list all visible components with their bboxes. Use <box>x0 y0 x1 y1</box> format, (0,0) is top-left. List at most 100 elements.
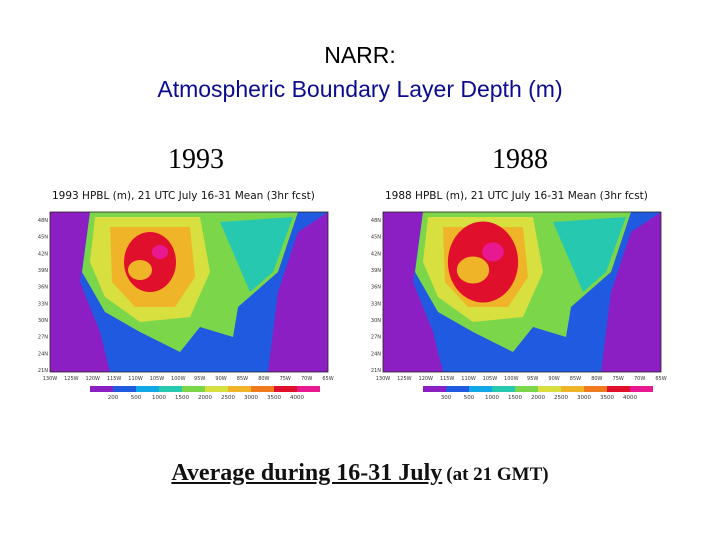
lon-label: 70W <box>634 376 645 382</box>
legend-swatch <box>251 386 274 392</box>
lat-label: 39N <box>38 268 48 274</box>
lon-label: 85W <box>570 376 581 382</box>
legend-swatch <box>159 386 182 392</box>
atlantic-region <box>601 212 661 372</box>
legend-value: 200 <box>108 395 119 401</box>
legend-value: 3500 <box>267 395 281 401</box>
legend-value: 500 <box>464 395 475 401</box>
lon-label: 100W <box>504 376 519 382</box>
lon-label: 130W <box>43 376 58 382</box>
lon-label: 85W <box>237 376 248 382</box>
legend-swatch <box>182 386 205 392</box>
lon-label: 110W <box>461 376 476 382</box>
lat-label: 21N <box>371 368 381 374</box>
lon-label: 110W <box>128 376 143 382</box>
legend-swatch <box>228 386 251 392</box>
lat-label: 24N <box>38 351 48 357</box>
year-label-left: 1993 <box>168 144 224 175</box>
high-pbl-core <box>124 232 176 292</box>
legend-swatch <box>584 386 607 392</box>
title-line-1: NARR: <box>324 42 396 68</box>
lat-label: 48N <box>38 218 48 224</box>
lon-label: 130W <box>376 376 391 382</box>
footer-main: Average during 16-31 July <box>171 460 443 486</box>
lon-label: 125W <box>397 376 412 382</box>
lat-label: 30N <box>38 318 48 324</box>
year-label-right: 1988 <box>492 144 548 175</box>
lat-label: 21N <box>38 368 48 374</box>
map-panel-left: 1993 HPBL (m), 21 UTC July 16-31 Mean (3… <box>22 190 342 415</box>
lat-label: 36N <box>38 285 48 291</box>
legend-swatch <box>136 386 159 392</box>
lon-label: 75W <box>613 376 624 382</box>
lat-label: 24N <box>371 351 381 357</box>
legend-value: 3000 <box>577 395 591 401</box>
legend-value: 500 <box>131 395 142 401</box>
lat-label: 42N <box>371 251 381 257</box>
legend-swatch <box>205 386 228 392</box>
lat-label: 33N <box>38 301 48 307</box>
legend-swatch <box>630 386 653 392</box>
title-line-2: Atmospheric Boundary Layer Depth (m) <box>157 76 563 102</box>
legend-value: 2500 <box>221 395 235 401</box>
legend-swatch <box>515 386 538 392</box>
lat-label: 45N <box>371 235 381 241</box>
lon-label: 65W <box>655 376 666 382</box>
lon-label: 65W <box>322 376 333 382</box>
footer-caption: Average during 16-31 July (at 21 GMT) <box>0 460 720 487</box>
lon-label: 70W <box>301 376 312 382</box>
legend-swatch <box>90 386 113 392</box>
lon-label: 95W <box>194 376 205 382</box>
lat-label: 27N <box>371 335 381 341</box>
lat-label: 42N <box>38 251 48 257</box>
legend-value: 3500 <box>600 395 614 401</box>
footer-sub: (at 21 GMT) <box>446 464 549 485</box>
legend-value: 4000 <box>290 395 304 401</box>
lon-label: 90W <box>215 376 226 382</box>
legend-value: 1000 <box>152 395 166 401</box>
legend-swatch <box>492 386 515 392</box>
legend-value: 1500 <box>508 395 522 401</box>
atlantic-region <box>268 212 328 372</box>
boundary-layer-map: 48N 45N 42N 39N 36N 33N 30N 27N 24N 21N 130W 125W 12… <box>38 211 334 401</box>
legend-swatch <box>297 386 320 392</box>
legend-value: 300 <box>441 395 452 401</box>
lon-label: 90W <box>548 376 559 382</box>
lon-label: 120W <box>86 376 101 382</box>
legend-value: 3000 <box>244 395 258 401</box>
lon-label: 115W <box>107 376 122 382</box>
lon-label: 75W <box>280 376 291 382</box>
lat-label: 39N <box>371 268 381 274</box>
lon-label: 115W <box>440 376 455 382</box>
legend-value: 1000 <box>485 395 499 401</box>
legend-value: 1500 <box>175 395 189 401</box>
legend-value: 2000 <box>531 395 545 401</box>
map-panel-right: 1988 HPBL (m), 21 UTC July 16-31 Mean (3… <box>355 190 675 415</box>
lon-label: 80W <box>258 376 269 382</box>
lat-label: 45N <box>38 235 48 241</box>
pacific-region <box>383 212 443 372</box>
lon-label: 100W <box>171 376 186 382</box>
legend-value: 4000 <box>623 395 637 401</box>
map-caption: 1988 HPBL (m), 21 UTC July 16-31 Mean (3… <box>385 190 648 202</box>
legend-swatch <box>423 386 446 392</box>
lon-label: 105W <box>150 376 165 382</box>
legend-swatch <box>113 386 136 392</box>
lon-label: 125W <box>64 376 79 382</box>
lon-label: 105W <box>483 376 498 382</box>
legend-swatch <box>538 386 561 392</box>
east-region <box>553 217 626 292</box>
legend-swatch <box>561 386 584 392</box>
lat-label: 30N <box>371 318 381 324</box>
lon-label: 120W <box>419 376 434 382</box>
lat-label: 33N <box>371 301 381 307</box>
legend-swatch <box>446 386 469 392</box>
lat-label: 48N <box>371 218 381 224</box>
legend-value: 2000 <box>198 395 212 401</box>
legend-swatch <box>469 386 492 392</box>
boundary-layer-map: 48N 45N 42N 39N 36N 33N 30N 27N 24N 21N 130W 125W 12… <box>371 211 667 401</box>
map-caption: 1993 HPBL (m), 21 UTC July 16-31 Mean (3… <box>52 190 315 202</box>
lon-label: 80W <box>591 376 602 382</box>
pacific-region <box>50 212 110 372</box>
lat-label: 36N <box>371 285 381 291</box>
